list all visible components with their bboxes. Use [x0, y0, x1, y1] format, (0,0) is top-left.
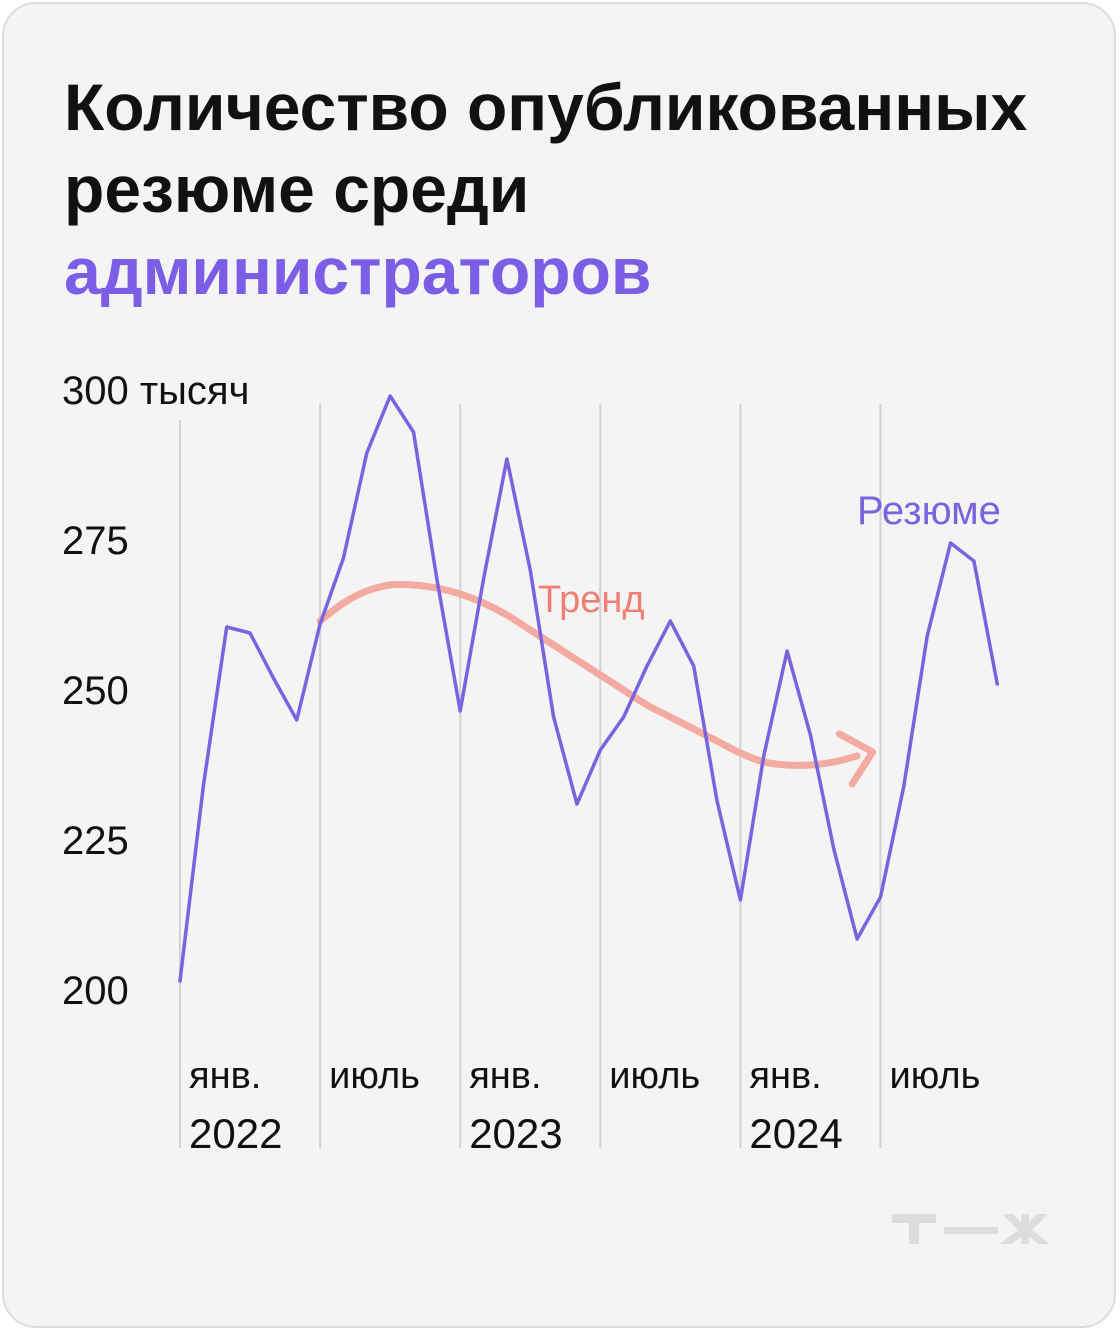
chart-title: Количество опубликованных резюме среди а…	[64, 66, 1074, 312]
y-tick-label: 225	[62, 819, 129, 863]
data-point	[902, 784, 906, 788]
data-point	[552, 715, 556, 719]
data-point	[412, 430, 416, 434]
data-point	[972, 559, 976, 563]
data-point	[762, 754, 766, 758]
data-point	[925, 634, 929, 638]
series-layer	[178, 394, 999, 983]
data-point	[178, 979, 182, 983]
tzh-logo	[892, 1214, 1050, 1244]
y-tick-label: 300 тысяч	[62, 369, 249, 413]
x-tick-label: июль	[609, 1055, 700, 1097]
x-tick-label: янв.	[189, 1055, 261, 1097]
data-point	[855, 937, 859, 941]
x-tick-year-label: 2022	[189, 1110, 282, 1157]
data-point	[575, 802, 579, 806]
data-point	[248, 631, 252, 635]
data-point	[201, 784, 205, 788]
x-tick-year-label: 2024	[749, 1110, 842, 1157]
data-point	[668, 619, 672, 623]
y-tick-label: 200	[62, 969, 129, 1013]
data-point	[598, 748, 602, 752]
data-point	[482, 577, 486, 581]
x-tick-label: янв.	[749, 1055, 821, 1097]
y-tick-label: 275	[62, 519, 129, 563]
label-layer: янв. 2022 июль янв. 2023 июль янв. 2024 июль 300 …	[62, 369, 1001, 1157]
data-point	[341, 556, 345, 560]
x-tick-year-label: 2023	[469, 1110, 562, 1157]
data-point	[832, 847, 836, 851]
data-point	[738, 898, 742, 902]
data-point	[995, 682, 999, 686]
data-point	[271, 676, 275, 680]
data-point	[528, 568, 532, 572]
data-point	[622, 715, 626, 719]
x-tick-label: июль	[329, 1055, 420, 1097]
data-point	[388, 394, 392, 398]
data-point	[879, 895, 883, 899]
series-label-trend: Тренд	[538, 579, 645, 621]
data-point	[715, 799, 719, 803]
data-point	[645, 664, 649, 668]
series-label-resume: Резюме	[857, 489, 1001, 533]
data-point	[505, 457, 509, 461]
title-accent: администраторов	[64, 234, 652, 308]
data-point	[318, 622, 322, 626]
y-tick-label: 250	[62, 669, 129, 713]
data-point	[949, 541, 953, 545]
data-point	[785, 649, 789, 653]
trend-arrowhead	[835, 730, 877, 788]
data-point	[435, 577, 439, 581]
grid-layer	[179, 404, 882, 1148]
trend-layer	[316, 580, 877, 788]
resume-series-line	[178, 394, 999, 983]
data-point	[692, 664, 696, 668]
x-tick-label: июль	[890, 1055, 981, 1097]
x-tick-label: янв.	[469, 1055, 541, 1097]
trend-line	[316, 580, 861, 769]
data-point	[458, 709, 462, 713]
data-point	[225, 625, 229, 629]
title-line-2: резюме среди	[64, 152, 530, 226]
data-point	[295, 718, 299, 722]
data-point	[808, 733, 812, 737]
title-line-1: Количество опубликованных	[64, 70, 1028, 144]
data-point	[365, 451, 369, 455]
